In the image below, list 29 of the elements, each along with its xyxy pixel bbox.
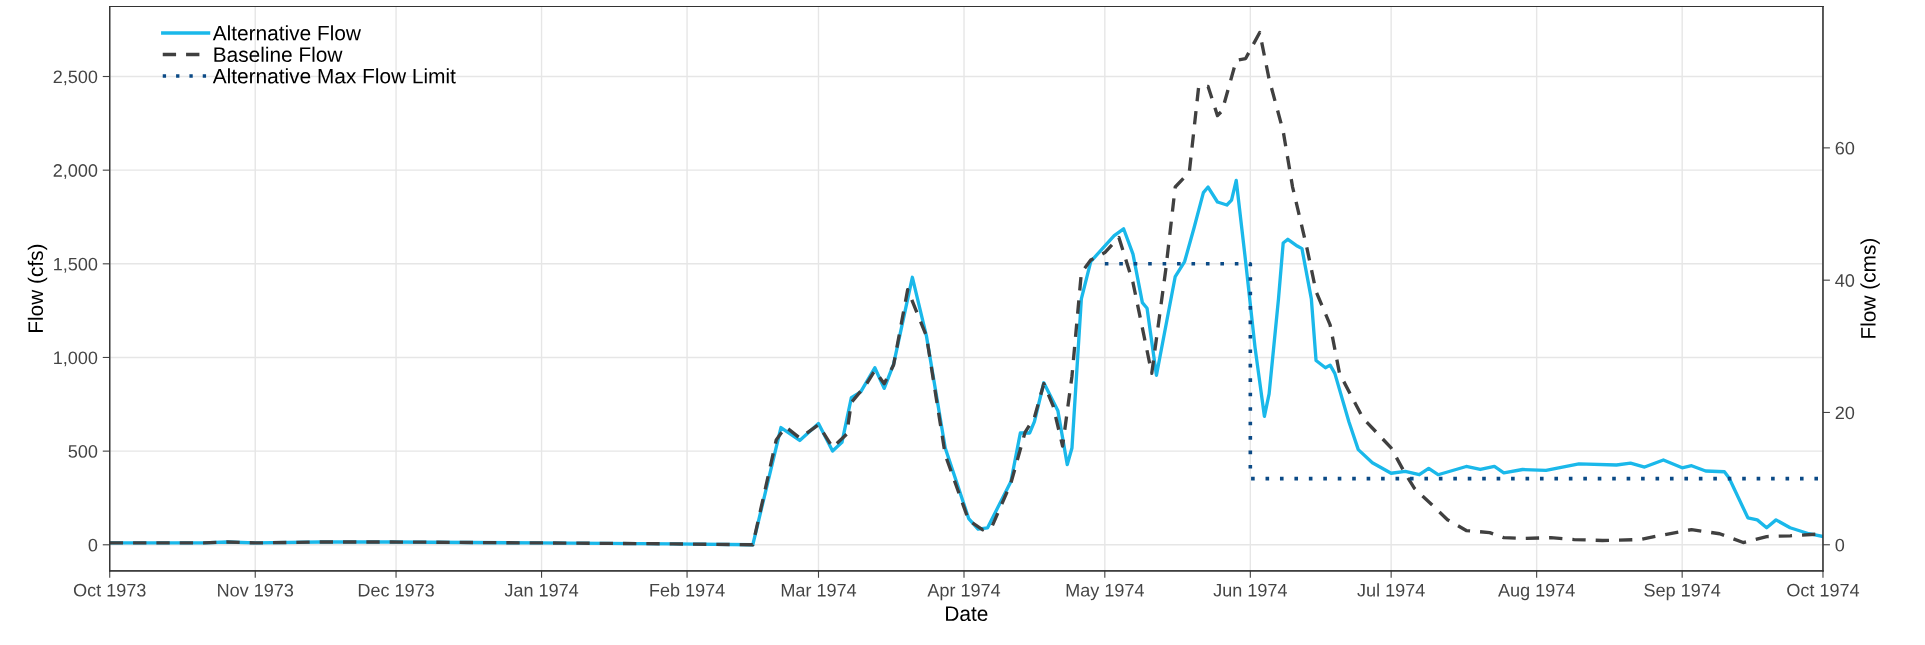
y-tick-label: 2,500 [53,70,98,86]
x-tick-label: Jan 1974 [504,583,579,597]
x-tick-label: Sep 1974 [1644,583,1721,601]
y-tick-label: 1,000 [54,351,98,367]
legend-label: Baseline Flow [214,46,343,63]
y2-tick-label: 20 [1835,406,1855,420]
x-tick-label: Mar 1974 [781,583,857,597]
y-tick-label: 2,000 [53,164,98,180]
x-tick-label: Nov 1973 [218,583,294,597]
y-tick-label: 0 [88,538,98,552]
x-tick-label: Apr 1974 [927,583,1001,601]
y-tick-label: 1,500 [54,257,98,273]
x-tick-label: Feb 1974 [650,583,725,597]
y2-axis-title: Flow (cms) [1860,239,1880,338]
x-tick-label: May 1974 [1066,583,1144,601]
y-axis-title: Flow (cfs) [27,244,48,333]
x-tick-label: Oct 1973 [73,583,146,597]
x-tick-label: Oct 1974 [1787,583,1860,597]
x-tick-label: Jul 1974 [1357,583,1425,597]
y2-tick-label: 40 [1835,274,1855,287]
x-tick-label: Dec 1973 [358,583,434,597]
x-tick-label: Jun 1974 [1213,583,1287,597]
y2-tick-label: 0 [1835,538,1845,552]
y2-tick-label: 60 [1835,141,1855,155]
x-tick-label: Aug 1974 [1498,583,1575,601]
x-axis-title: Date [946,606,988,622]
y-tick-label: 500 [68,445,98,458]
legend-label: Alternative Flow [212,25,361,41]
legend-label: Alternative Max Flow Limit [212,68,456,84]
